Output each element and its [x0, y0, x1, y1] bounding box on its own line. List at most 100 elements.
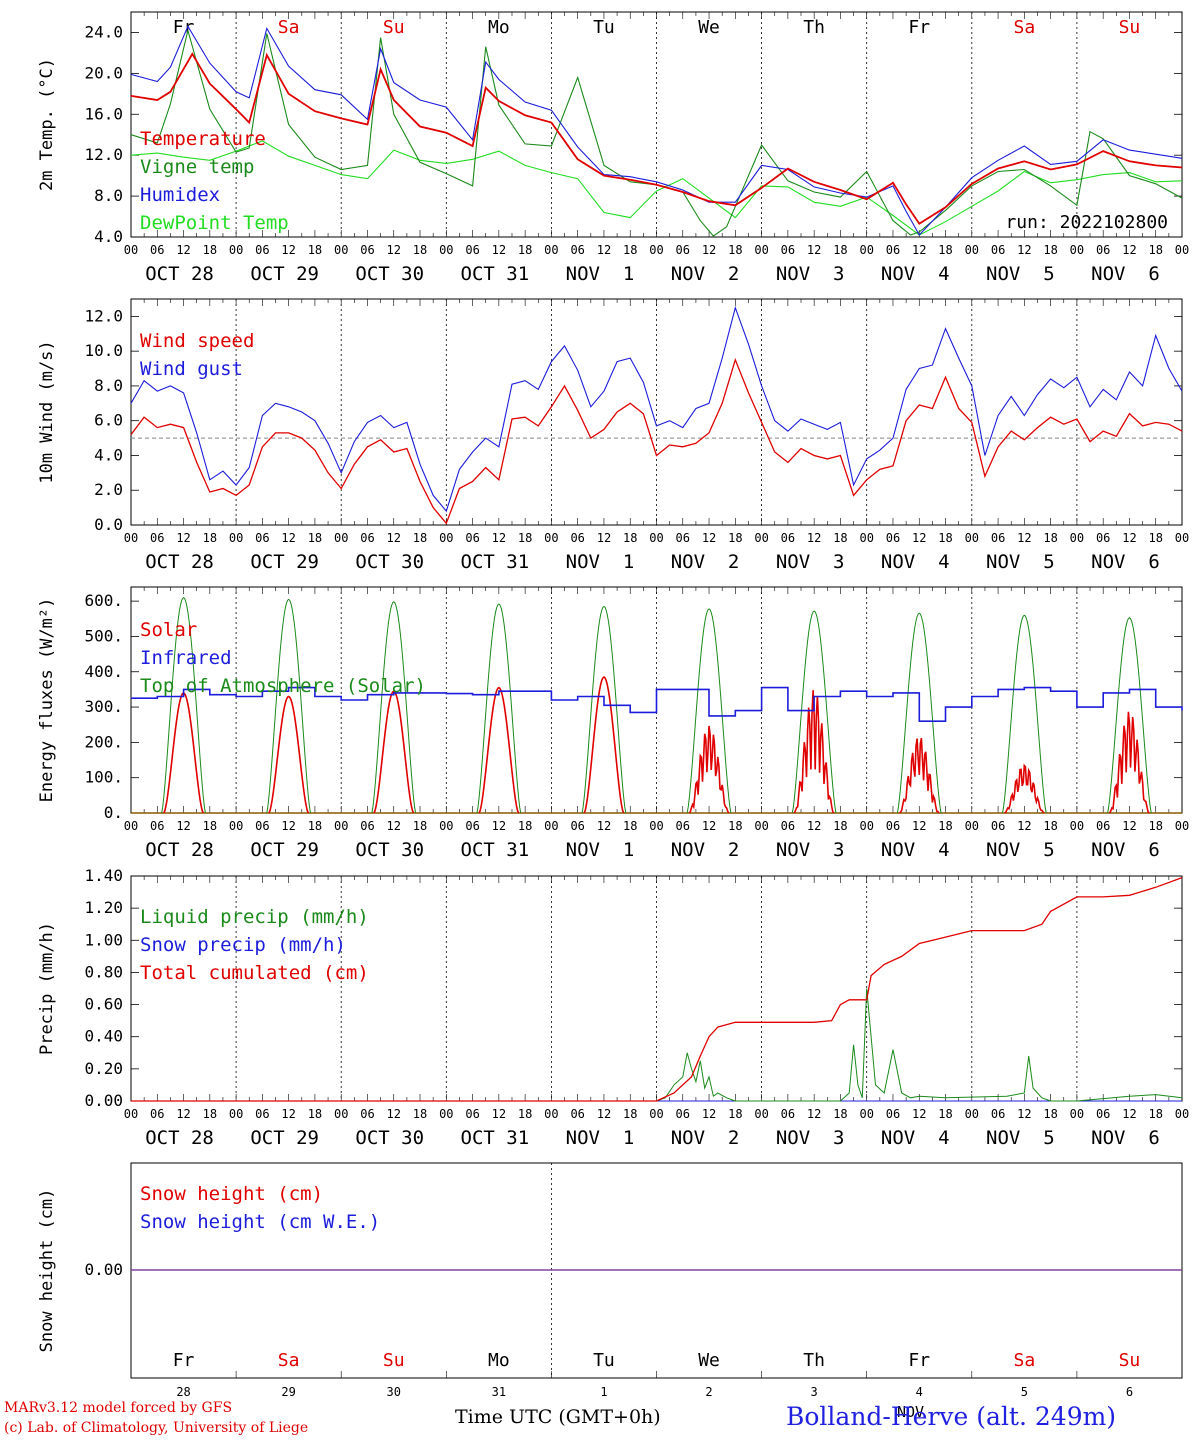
temp-hour-label: 18: [1148, 243, 1162, 257]
energy-hour-label: 18: [728, 819, 742, 833]
precip-hour-label: 12: [176, 1107, 190, 1121]
wind-hour-label: 06: [1096, 531, 1110, 545]
energy-ytick-label: 600.: [84, 591, 123, 610]
temp-hour-label: 18: [938, 243, 952, 257]
energy-hour-label: 12: [912, 819, 926, 833]
snow-y-axis-label: Snow height (cm): [37, 1189, 57, 1353]
snow-weekday-label: Sa: [278, 1350, 300, 1371]
wind-hour-label: 06: [886, 531, 900, 545]
temp-weekday-label: Th: [803, 17, 825, 38]
snow-weekday-label: Su: [1119, 1350, 1141, 1371]
temp-date-label: NOV 6: [1091, 263, 1160, 285]
solar-curve: [793, 690, 835, 814]
temp-date-label: NOV 5: [986, 263, 1055, 285]
temp-hour-label: 06: [676, 243, 690, 257]
temp-hour-label: 00: [334, 243, 348, 257]
temp-hour-label: 18: [308, 243, 322, 257]
energy-date-label: NOV 3: [776, 839, 845, 861]
temp-weekday-label: Su: [383, 17, 405, 38]
wind-hour-label: 06: [255, 531, 269, 545]
temp-hour-label: 06: [781, 243, 795, 257]
solar-curve: [478, 686, 520, 814]
liquid-precip-series: [131, 988, 1183, 1102]
precip-hour-label: 00: [965, 1107, 979, 1121]
temp-ytick-label: 4.0: [94, 227, 123, 246]
run-label: run: 2022102800: [1005, 212, 1168, 233]
precip-hour-label: 00: [859, 1107, 873, 1121]
wind-hour-label: 12: [281, 531, 295, 545]
wind-hour-label: 00: [544, 531, 558, 545]
precip-hour-label: 00: [439, 1107, 453, 1121]
wind-date-label: NOV 4: [881, 551, 950, 573]
temp-hour-label: 12: [387, 243, 401, 257]
temp-hour-label: 06: [255, 243, 269, 257]
precip-hour-label: 12: [492, 1107, 506, 1121]
energy-ytick-label: 200.: [84, 732, 123, 751]
temp-series-0: [130, 52, 1183, 225]
precip-legend-0: Liquid precip (mm/h): [140, 906, 369, 928]
precip-date-label: OCT 29: [250, 1127, 319, 1149]
total-cumulated-series: [131, 876, 1183, 1102]
energy-hour-label: 12: [387, 819, 401, 833]
temp-series-1: [130, 30, 1183, 237]
wind-hour-label: 12: [387, 531, 401, 545]
month-label: NOV: [897, 1403, 925, 1421]
wind-legend-0: Wind speed: [140, 330, 254, 352]
solar-curve: [268, 695, 310, 814]
precip-hour-label: 06: [886, 1107, 900, 1121]
temp-date-label: OCT 29: [250, 263, 319, 285]
energy-hour-label: 18: [833, 819, 847, 833]
wind-hour-label: 00: [124, 531, 138, 545]
temp-ytick-label: 16.0: [84, 104, 123, 123]
energy-hour-label: 00: [439, 819, 453, 833]
energy-legend-2: Top of Atmosphere (Solar): [140, 675, 426, 697]
precip-hour-label: 18: [1148, 1107, 1162, 1121]
precip-hour-label: 12: [912, 1107, 926, 1121]
energy-hour-label: 06: [991, 819, 1005, 833]
temp-date-label: OCT 28: [145, 263, 214, 285]
energy-hour-label: 00: [544, 819, 558, 833]
precip-y-axis-label: Precip (mm/h): [37, 922, 57, 1055]
precip-hour-label: 18: [308, 1107, 322, 1121]
precip-date-label: NOV 5: [986, 1127, 1055, 1149]
energy-hour-label: 00: [229, 819, 243, 833]
precip-hour-label: 00: [229, 1107, 243, 1121]
precip-ytick-label: 0.20: [84, 1059, 123, 1078]
wind-date-label: OCT 31: [461, 551, 530, 573]
solar-curve: [898, 737, 940, 814]
energy-hour-label: 18: [518, 819, 532, 833]
wind-hour-label: 00: [1175, 531, 1189, 545]
temp-series-3: [130, 140, 1183, 236]
wind-hour-label: 12: [492, 531, 506, 545]
wind-hour-label: 00: [334, 531, 348, 545]
precip-ytick-label: 1.00: [84, 930, 123, 949]
energy-hour-label: 12: [1017, 819, 1031, 833]
snow-weekday-label: Tu: [593, 1350, 615, 1371]
energy-ytick-label: 0.: [104, 803, 123, 822]
snow-day-number: 6: [1126, 1385, 1133, 1399]
snow-weekday-label: Fr: [908, 1350, 930, 1371]
wind-date-label: NOV 1: [566, 551, 635, 573]
temp-hour-label: 00: [859, 243, 873, 257]
wind-ytick-label: 2.0: [94, 480, 123, 499]
temp-weekday-label: Fr: [173, 17, 195, 38]
precip-hour-label: 06: [360, 1107, 374, 1121]
wind-date-label: NOV 6: [1091, 551, 1160, 573]
wind-hour-label: 12: [1017, 531, 1031, 545]
temp-weekday-label: Tu: [593, 17, 615, 38]
precip-date-label: NOV 3: [776, 1127, 845, 1149]
precip-date-label: NOV 2: [671, 1127, 740, 1149]
wind-hour-label: 18: [623, 531, 637, 545]
temp-weekday-label: Sa: [1014, 17, 1036, 38]
snow-ytick-label: 0.00: [84, 1260, 123, 1279]
temp-hour-label: 00: [544, 243, 558, 257]
energy-hour-label: 00: [124, 819, 138, 833]
precip-hour-label: 00: [649, 1107, 663, 1121]
temp-hour-label: 12: [912, 243, 926, 257]
temp-y-axis-label: 2m Temp. (°C): [37, 58, 57, 191]
precip-hour-label: 06: [781, 1107, 795, 1121]
energy-hour-label: 00: [859, 819, 873, 833]
temp-hour-label: 06: [1096, 243, 1110, 257]
energy-hour-label: 12: [176, 819, 190, 833]
temp-hour-label: 18: [833, 243, 847, 257]
